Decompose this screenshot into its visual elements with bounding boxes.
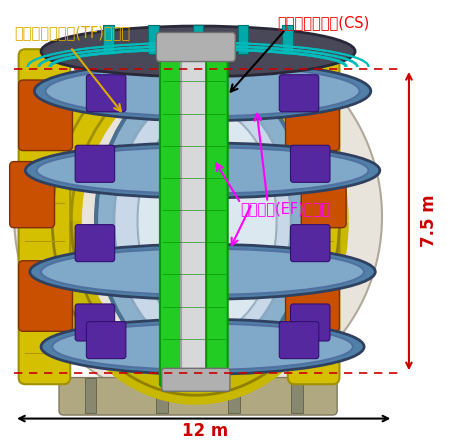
Ellipse shape (25, 143, 380, 198)
Ellipse shape (96, 71, 309, 371)
Ellipse shape (138, 109, 277, 334)
Text: 平衡磁場(EF)コイル: 平衡磁場(EF)コイル (241, 201, 331, 216)
Bar (103, 25, 114, 54)
FancyBboxPatch shape (59, 377, 337, 415)
Text: トロイダル磁場(TF)コイル: トロイダル磁場(TF)コイル (14, 25, 130, 40)
FancyBboxPatch shape (291, 225, 330, 262)
Ellipse shape (45, 66, 360, 117)
FancyBboxPatch shape (181, 54, 207, 386)
FancyBboxPatch shape (286, 80, 339, 151)
FancyBboxPatch shape (286, 261, 339, 331)
Ellipse shape (34, 61, 371, 121)
Bar (85, 377, 96, 413)
FancyBboxPatch shape (18, 80, 72, 151)
FancyBboxPatch shape (75, 225, 115, 262)
FancyBboxPatch shape (279, 75, 319, 112)
Bar (291, 377, 302, 413)
Bar (156, 377, 168, 413)
FancyBboxPatch shape (291, 304, 330, 341)
FancyBboxPatch shape (279, 322, 319, 359)
FancyBboxPatch shape (18, 261, 72, 331)
FancyBboxPatch shape (160, 54, 182, 386)
Ellipse shape (41, 319, 364, 374)
Ellipse shape (52, 323, 353, 370)
FancyBboxPatch shape (156, 32, 235, 62)
FancyBboxPatch shape (291, 145, 330, 183)
FancyBboxPatch shape (86, 75, 126, 112)
Text: 中心ソレノイド(CS): 中心ソレノイド(CS) (278, 15, 370, 30)
Text: 12 m: 12 m (182, 422, 228, 440)
FancyBboxPatch shape (206, 54, 228, 386)
FancyBboxPatch shape (75, 304, 115, 341)
Bar (238, 25, 248, 54)
FancyBboxPatch shape (9, 162, 54, 228)
Ellipse shape (14, 28, 382, 405)
Ellipse shape (41, 249, 364, 295)
Ellipse shape (41, 26, 355, 77)
Bar (148, 25, 158, 54)
Ellipse shape (30, 244, 375, 299)
Bar (283, 25, 293, 54)
Ellipse shape (36, 147, 369, 194)
Text: 7.5 m: 7.5 m (420, 195, 438, 247)
Bar (228, 377, 240, 413)
Ellipse shape (114, 91, 291, 351)
FancyBboxPatch shape (86, 322, 126, 359)
FancyBboxPatch shape (301, 162, 346, 228)
FancyBboxPatch shape (162, 368, 230, 391)
FancyBboxPatch shape (18, 49, 70, 384)
FancyBboxPatch shape (75, 145, 115, 183)
Bar (193, 25, 203, 54)
FancyBboxPatch shape (288, 49, 339, 384)
